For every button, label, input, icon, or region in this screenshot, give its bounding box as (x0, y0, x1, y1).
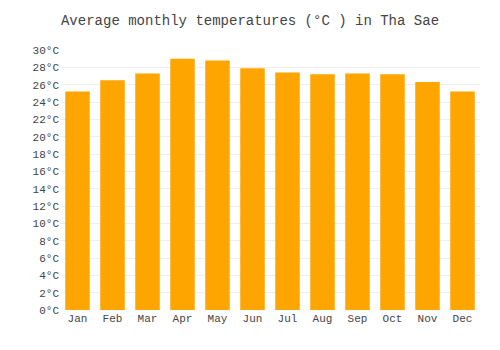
svg-text:26°C: 26°C (33, 80, 60, 92)
svg-text:Jun: Jun (243, 313, 263, 325)
svg-text:Average monthly temperatures (: Average monthly temperatures (°C ) in Th… (61, 13, 439, 29)
svg-text:Jan: Jan (68, 313, 88, 325)
svg-text:Dec: Dec (453, 313, 473, 325)
svg-text:Mar: Mar (138, 313, 158, 325)
svg-text:28°C: 28°C (33, 62, 60, 74)
svg-text:10°C: 10°C (33, 218, 60, 230)
svg-text:May: May (208, 313, 228, 325)
svg-text:2°C: 2°C (39, 288, 59, 300)
svg-text:16°C: 16°C (33, 166, 60, 178)
svg-text:Feb: Feb (103, 313, 123, 325)
svg-text:Aug: Aug (313, 313, 333, 325)
svg-text:6°C: 6°C (39, 253, 59, 265)
svg-text:0°C: 0°C (39, 305, 59, 317)
svg-text:Jul: Jul (278, 313, 298, 325)
svg-text:Oct: Oct (383, 313, 403, 325)
svg-text:Sep: Sep (348, 313, 368, 325)
svg-text:30°C: 30°C (33, 45, 60, 57)
svg-text:8°C: 8°C (39, 236, 59, 248)
svg-text:22°C: 22°C (33, 114, 60, 126)
svg-text:Apr: Apr (173, 313, 193, 325)
svg-text:18°C: 18°C (33, 149, 60, 161)
svg-text:20°C: 20°C (33, 132, 60, 144)
svg-text:24°C: 24°C (33, 97, 60, 109)
svg-text:14°C: 14°C (33, 184, 60, 196)
svg-text:12°C: 12°C (33, 201, 60, 213)
svg-text:4°C: 4°C (39, 270, 59, 282)
svg-text:Nov: Nov (418, 313, 438, 325)
